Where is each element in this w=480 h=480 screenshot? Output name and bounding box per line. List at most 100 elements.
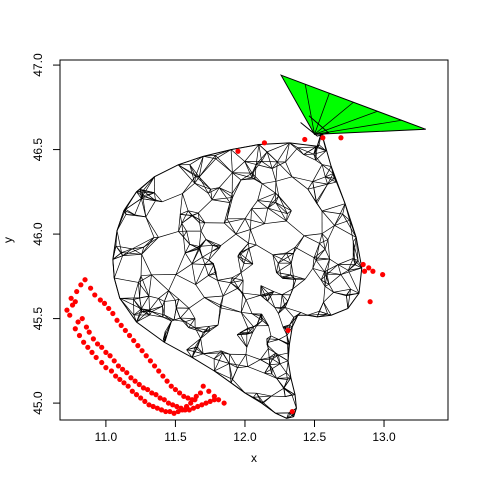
mesh-edge — [112, 255, 123, 260]
mesh-edge — [194, 182, 211, 190]
y-tick-label: 46.5 — [31, 138, 45, 162]
mesh-edge — [189, 164, 196, 177]
green-region — [280, 74, 426, 137]
data-point — [75, 319, 81, 325]
mesh-edge — [240, 263, 254, 274]
mesh-edge — [328, 284, 334, 293]
mesh-edge — [179, 214, 183, 224]
mesh-edge — [200, 222, 206, 232]
mesh-edge — [202, 256, 209, 261]
mesh-edge — [198, 176, 209, 194]
mesh-edge — [247, 366, 265, 374]
mesh-edge — [229, 363, 248, 367]
mesh-edge — [243, 263, 253, 265]
mesh-edge — [208, 251, 212, 261]
mesh-edge — [333, 291, 347, 297]
data-point — [121, 380, 127, 386]
mesh-edge — [140, 275, 150, 297]
mesh-edge — [286, 210, 292, 222]
mesh-edge — [188, 318, 196, 328]
mesh-edge — [352, 241, 359, 261]
x-tick-label: 13.0 — [372, 430, 396, 444]
mesh-edge — [274, 307, 279, 314]
mesh-edge — [230, 382, 246, 394]
data-point — [85, 344, 91, 350]
mesh-edge — [313, 150, 327, 155]
green-fan-line — [304, 84, 315, 135]
mesh-edge — [313, 248, 326, 259]
mesh-edge — [327, 239, 330, 260]
mesh-edge — [178, 156, 204, 166]
mesh-edge — [275, 412, 292, 414]
data-point — [161, 397, 167, 403]
mesh-edge — [125, 198, 142, 210]
mesh-edge — [297, 146, 316, 149]
mesh-edge — [222, 282, 231, 297]
mesh-edge — [252, 325, 257, 333]
data-point — [168, 383, 174, 389]
data-point — [157, 395, 163, 401]
x-tick-label: 12.5 — [303, 430, 327, 444]
mesh-edge — [293, 277, 306, 280]
mesh-edge — [272, 254, 292, 264]
mesh-edge — [213, 264, 217, 272]
mesh-edge — [191, 248, 200, 264]
data-point — [132, 378, 138, 384]
mesh-edge — [180, 210, 189, 215]
mesh-edge — [321, 203, 346, 212]
mesh-edge — [291, 317, 295, 328]
mesh-edge — [198, 156, 204, 178]
mesh-edge — [158, 290, 169, 299]
mesh-edge — [141, 237, 159, 255]
mesh-edge — [272, 354, 279, 360]
mesh-edge — [203, 330, 211, 333]
mesh-edge — [244, 144, 260, 162]
mesh-edge — [198, 199, 213, 214]
data-point — [150, 403, 156, 410]
mesh-edge — [287, 344, 290, 354]
data-point — [211, 393, 217, 399]
mesh-edge — [244, 161, 253, 179]
mesh-edge — [235, 229, 251, 235]
mesh-edge — [237, 366, 248, 369]
data-point — [106, 305, 112, 312]
mesh-edge — [236, 327, 249, 336]
mesh-edge — [198, 155, 216, 178]
mesh-edge — [186, 346, 198, 351]
mesh-edge — [266, 151, 273, 169]
mesh-edge — [357, 260, 363, 269]
mesh-edge — [256, 392, 272, 397]
mesh-edge — [260, 285, 268, 302]
mesh-edge — [213, 352, 224, 360]
mesh-edge — [188, 210, 199, 214]
mesh-edge — [221, 307, 242, 313]
mesh-edge — [186, 338, 201, 351]
mesh-edge — [307, 181, 313, 190]
mesh-edge — [346, 288, 351, 296]
mesh-edge — [215, 149, 232, 156]
data-point — [170, 402, 176, 408]
mesh-edge — [136, 191, 142, 199]
mesh-edge — [327, 181, 337, 185]
mesh-edge — [286, 246, 296, 254]
mesh-edge — [138, 282, 150, 297]
mesh-edge — [134, 198, 142, 215]
mesh-edge — [200, 330, 211, 339]
mesh-edge — [162, 193, 183, 203]
mesh-edge — [286, 220, 305, 237]
mesh-edge — [315, 146, 327, 152]
mesh-edge — [214, 352, 224, 372]
mesh-edge — [192, 353, 204, 358]
mesh-edge — [141, 308, 151, 316]
mesh-edge — [143, 237, 155, 248]
data-point — [115, 363, 122, 369]
mesh-edge — [267, 202, 276, 209]
mesh-edge — [145, 200, 156, 218]
data-point — [195, 403, 201, 410]
mesh-edge — [321, 210, 343, 215]
mesh-edge — [256, 164, 273, 169]
mesh-edge — [179, 317, 189, 328]
mesh-edge — [154, 192, 163, 203]
mesh-edge — [272, 368, 278, 379]
